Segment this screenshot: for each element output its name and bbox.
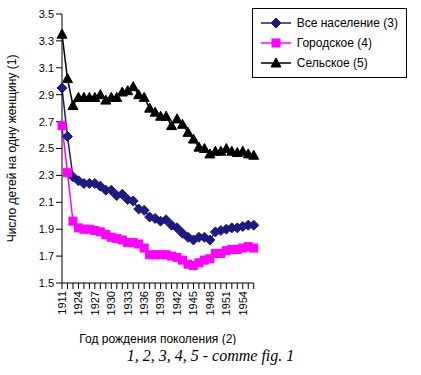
- svg-text:1942: 1942: [171, 291, 183, 315]
- svg-text:3.5: 3.5: [39, 8, 54, 20]
- svg-text:1951: 1951: [220, 291, 232, 315]
- svg-text:1.9: 1.9: [39, 223, 54, 235]
- html-text:Все население (3): Все население (3): [296, 16, 398, 30]
- svg-text:Число детей на одну женщину (1: Число детей на одну женщину (1): [8, 55, 19, 243]
- svg-text:2.5: 2.5: [39, 142, 54, 154]
- svg-text:1945: 1945: [187, 291, 199, 315]
- svg-text:1930: 1930: [105, 291, 117, 315]
- svg-text:1911: 1911: [56, 291, 68, 315]
- svg-text:1948: 1948: [204, 291, 216, 315]
- svg-text:2.9: 2.9: [39, 89, 54, 101]
- html-text:Сельское (5): Сельское (5): [296, 56, 368, 70]
- svg-text:1.5: 1.5: [39, 277, 54, 289]
- svg-text:Год рождения поколения (2): Год рождения поколения (2): [79, 332, 236, 345]
- svg-text:1939: 1939: [154, 291, 166, 315]
- svg-text:1933: 1933: [122, 291, 134, 315]
- html-text:1, 2, 3, 4, 5 - comme fig. 1: 1, 2, 3, 4, 5 - comme fig. 1: [126, 347, 295, 364]
- svg-text:1927: 1927: [89, 291, 101, 315]
- svg-text:2.1: 2.1: [39, 196, 54, 208]
- svg-text:3.3: 3.3: [39, 35, 54, 47]
- svg-text:3.1: 3.1: [39, 62, 54, 74]
- svg-text:1.7: 1.7: [39, 250, 54, 262]
- svg-text:1936: 1936: [138, 291, 150, 315]
- html-text:Городское (4): Городское (4): [296, 36, 372, 50]
- svg-text:2.3: 2.3: [39, 169, 54, 181]
- svg-text:1954: 1954: [237, 291, 249, 315]
- svg-text:1924: 1924: [72, 291, 84, 315]
- svg-text:2.7: 2.7: [39, 116, 54, 128]
